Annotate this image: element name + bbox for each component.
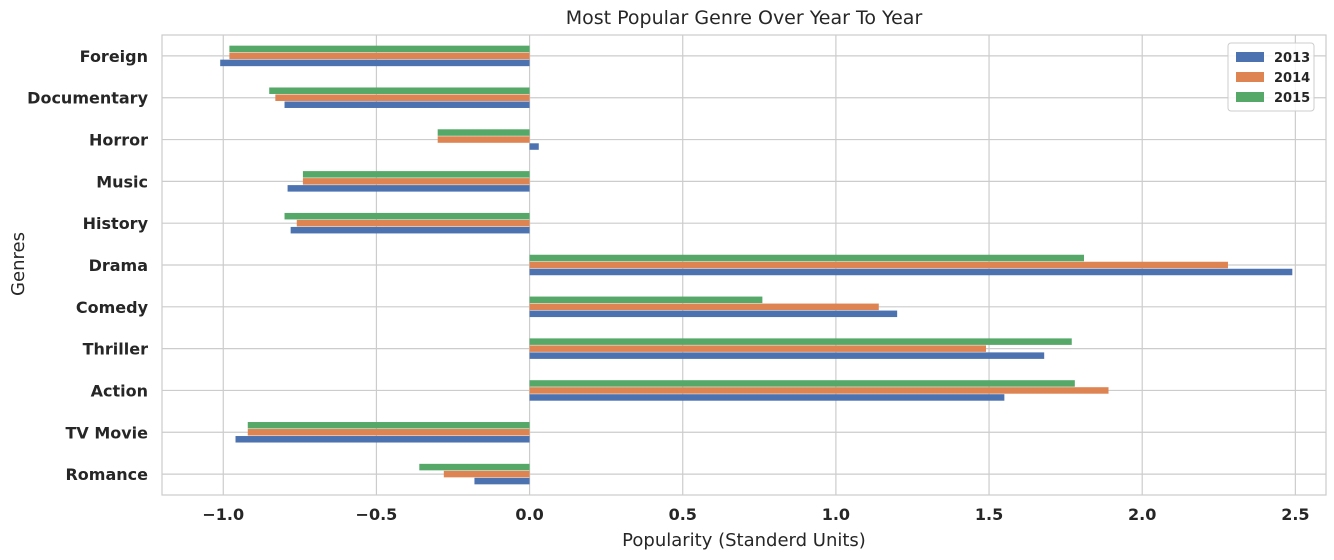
bar-2015-horror	[437, 129, 530, 136]
bar-2014-history	[296, 219, 530, 227]
y-category-label: Foreign	[80, 47, 148, 66]
legend-label: 2015	[1274, 91, 1310, 106]
bar-2013-music	[287, 185, 530, 192]
y-category-label: Horror	[89, 131, 148, 150]
x-tick-label: 2.5	[1281, 505, 1309, 524]
bar-2014-action	[529, 387, 1109, 394]
bar-2013-horror	[529, 143, 539, 150]
y-category-label: Action	[91, 381, 148, 400]
bar-2015-action	[529, 380, 1075, 387]
bar-2015-comedy	[529, 296, 763, 304]
y-category-label: Music	[96, 172, 148, 191]
bar-2013-comedy	[529, 310, 898, 318]
legend-swatch	[1236, 92, 1264, 102]
x-tick-label: 0.0	[515, 505, 543, 524]
plot-frame	[161, 34, 1327, 496]
legend-label: 2013	[1274, 51, 1310, 66]
y-category-label: Drama	[89, 256, 148, 275]
bar-2014-thriller	[529, 345, 986, 352]
bar-2013-foreign	[220, 59, 530, 67]
chart-title: Most Popular Genre Over Year To Year	[566, 7, 923, 29]
bar-2014-foreign	[229, 52, 530, 60]
bar-2014-romance	[443, 470, 530, 478]
legend: 2013 2014 2015	[1227, 42, 1315, 112]
bar-2013-tv-movie	[235, 436, 530, 443]
x-tick-label: 1.5	[975, 505, 1003, 524]
bar-2015-documentary	[269, 87, 530, 94]
bar-2015-thriller	[529, 338, 1072, 345]
bar-2013-romance	[474, 477, 530, 485]
bar-2015-romance	[419, 463, 530, 471]
bar-2014-horror	[437, 136, 530, 143]
bar-2015-tv-movie	[247, 422, 530, 429]
x-tick-label: 1.0	[822, 505, 850, 524]
bar-2013-drama	[529, 268, 1293, 276]
y-category-label: Comedy	[76, 298, 149, 317]
y-category-labels: Romance TV Movie Action Thriller Comedy Drama…	[27, 47, 148, 484]
x-tick-label: 0.5	[669, 505, 697, 524]
bar-2015-drama	[529, 254, 1085, 262]
bar-2014-documentary	[275, 94, 530, 101]
y-category-label: Romance	[65, 465, 148, 484]
bar-2014-comedy	[529, 303, 879, 311]
bar-2013-action	[529, 394, 1005, 401]
x-tick-label: 2.0	[1128, 505, 1156, 524]
x-tick-label: −1.0	[202, 505, 244, 524]
bar-2015-foreign	[229, 45, 530, 53]
bar-2014-music	[302, 178, 530, 185]
bar-2014-drama	[529, 261, 1228, 269]
bar-2014-tv-movie	[247, 429, 530, 436]
y-category-label: Thriller	[83, 340, 149, 359]
legend-swatch	[1236, 72, 1264, 82]
bar-2013-thriller	[529, 352, 1045, 359]
x-tick-label: −0.5	[356, 505, 398, 524]
bar-2015-history	[284, 212, 530, 220]
y-axis-label: Genres	[8, 232, 29, 296]
bar-2013-documentary	[284, 101, 530, 108]
x-tick-labels: −1.0 −0.5 0.0 0.5 1.0 1.5 2.0 2.5	[202, 505, 1309, 524]
y-category-label: Documentary	[27, 89, 148, 108]
legend-swatch	[1236, 52, 1264, 62]
y-category-label: TV Movie	[65, 423, 148, 442]
legend-label: 2014	[1274, 71, 1310, 86]
bar-2013-history	[290, 226, 530, 234]
y-category-label: History	[83, 214, 149, 233]
x-axis-label: Popularity (Standerd Units)	[622, 530, 866, 551]
bar-2015-music	[302, 171, 530, 178]
bars	[220, 45, 1293, 485]
